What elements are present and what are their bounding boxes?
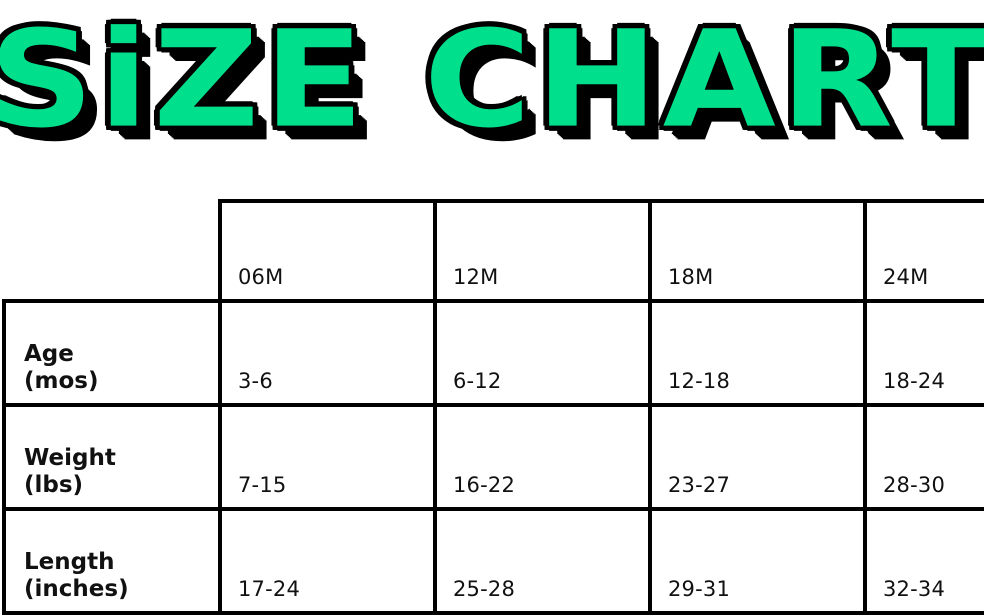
row-label-weight: Weight (lbs) (2, 403, 222, 511)
cell-weight-12m: 16-22 (433, 403, 652, 511)
cell-length-12m: 25-28 (433, 507, 652, 615)
column-header-06m: 06M (218, 199, 437, 303)
row-label-age: Age (mos) (2, 299, 222, 407)
table-row-length: Length (inches) 17-24 25-28 29-31 32-34 (2, 507, 984, 615)
row-label-age-line1: Age (24, 340, 74, 367)
row-label-length-line1: Length (24, 548, 115, 575)
row-label-length-line2: (inches) (24, 575, 129, 602)
cell-age-24m: 18-24 (863, 299, 984, 407)
cell-weight-24m: 28-30 (863, 403, 984, 511)
row-label-age-line2: (mos) (24, 367, 99, 394)
row-label-weight-line2: (lbs) (24, 471, 84, 498)
page-title: SiZE CHART (0, 1, 984, 158)
cell-length-18m: 29-31 (648, 507, 867, 615)
column-header-24m: 24M (863, 199, 984, 303)
cell-age-06m: 3-6 (218, 299, 437, 407)
cell-age-12m: 6-12 (433, 299, 652, 407)
cell-length-24m: 32-34 (863, 507, 984, 615)
cell-age-18m: 12-18 (648, 299, 867, 407)
column-header-12m: 12M (433, 199, 652, 303)
column-header-18m: 18M (648, 199, 867, 303)
row-label-weight-line1: Weight (24, 444, 116, 471)
size-chart-table: 06M 12M 18M 24M Age (mos) 3-6 6-12 12-18… (2, 199, 984, 615)
cell-weight-06m: 7-15 (218, 403, 437, 511)
table-row-age: Age (mos) 3-6 6-12 12-18 18-24 (2, 299, 984, 407)
row-label-length: Length (inches) (2, 507, 222, 615)
title-banner: SiZE CHART (0, 0, 984, 160)
table-corner-blank (4, 201, 222, 301)
table-header-row: 06M 12M 18M 24M (4, 199, 984, 303)
table-row-weight: Weight (lbs) 7-15 16-22 23-27 28-30 (2, 403, 984, 511)
cell-length-06m: 17-24 (218, 507, 437, 615)
cell-weight-18m: 23-27 (648, 403, 867, 511)
